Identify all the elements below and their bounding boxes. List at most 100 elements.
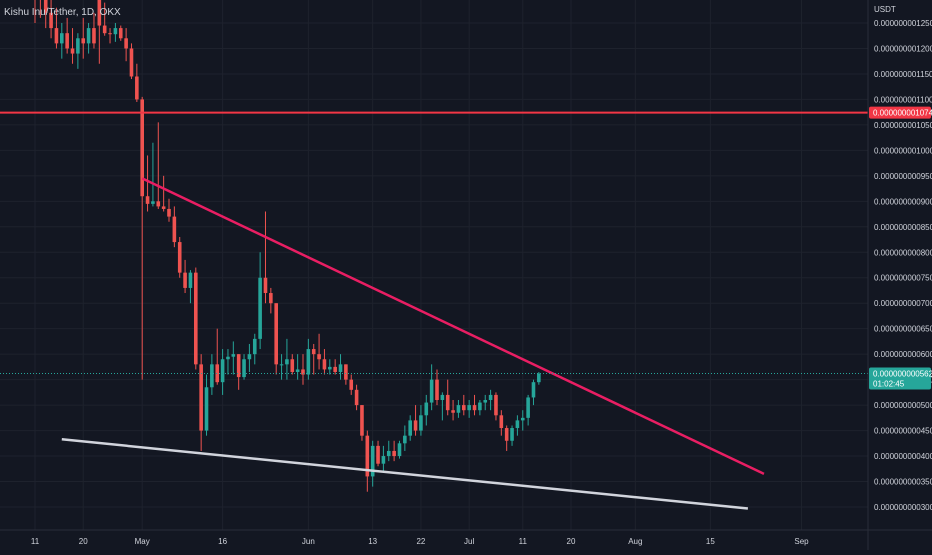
candle bbox=[333, 359, 337, 375]
candle bbox=[231, 341, 236, 375]
candle bbox=[494, 392, 498, 421]
candle-body bbox=[204, 387, 209, 431]
candle bbox=[247, 343, 252, 372]
x-tick-label: Aug bbox=[628, 537, 642, 546]
candle bbox=[306, 338, 311, 380]
candle bbox=[274, 303, 278, 375]
candle bbox=[129, 43, 134, 80]
candle-body bbox=[338, 364, 343, 372]
y-tick-label: 0.000000000600 bbox=[874, 350, 932, 359]
candle-body bbox=[97, 0, 102, 26]
lines-layer bbox=[0, 111, 868, 510]
candle bbox=[424, 394, 429, 426]
candle bbox=[124, 28, 128, 62]
candle-body bbox=[210, 364, 214, 388]
candle bbox=[204, 374, 209, 436]
candle-body bbox=[113, 28, 118, 35]
candle bbox=[102, 2, 107, 36]
candle-body bbox=[129, 48, 134, 77]
candle bbox=[499, 410, 504, 436]
candle bbox=[381, 445, 386, 472]
candle bbox=[118, 25, 123, 41]
candle bbox=[419, 405, 423, 436]
symbol-title[interactable]: Kishu Inu/Tether, 1D, OKX bbox=[4, 7, 121, 18]
y-tick-label: 0.000000001050 bbox=[874, 121, 932, 130]
candle bbox=[108, 28, 112, 44]
grid-layer bbox=[0, 0, 868, 530]
candle bbox=[285, 338, 289, 380]
candle bbox=[445, 379, 450, 416]
candle bbox=[65, 17, 69, 54]
candle-body bbox=[317, 354, 321, 360]
candle bbox=[413, 405, 418, 436]
x-tick-label: Sep bbox=[794, 537, 809, 546]
x-tick-label: 11 bbox=[31, 537, 40, 546]
candle-body bbox=[145, 196, 150, 204]
candle bbox=[435, 369, 439, 406]
candle-body bbox=[360, 405, 364, 436]
candle bbox=[269, 287, 273, 314]
candle bbox=[504, 425, 509, 451]
candle-body bbox=[370, 445, 375, 477]
candle bbox=[354, 384, 359, 411]
candle-body bbox=[349, 379, 354, 390]
candle-body bbox=[274, 303, 278, 365]
candle-body bbox=[333, 366, 337, 372]
candle-body bbox=[467, 405, 471, 411]
candle-body bbox=[49, 12, 53, 29]
candle bbox=[70, 28, 75, 64]
candle bbox=[429, 364, 434, 411]
y-tick-label: 0.000000000650 bbox=[874, 325, 932, 334]
candle bbox=[43, 0, 48, 29]
candle-body bbox=[328, 366, 332, 370]
candle bbox=[408, 415, 412, 441]
candle bbox=[483, 394, 488, 411]
y-tick-label: 0.000000000350 bbox=[874, 478, 932, 487]
candle bbox=[92, 12, 96, 49]
candle bbox=[81, 17, 86, 59]
candle-body bbox=[295, 369, 300, 372]
candle-body bbox=[70, 48, 75, 54]
candle-body bbox=[381, 456, 386, 464]
candle bbox=[349, 374, 354, 395]
candle bbox=[54, 7, 59, 49]
candle bbox=[145, 155, 150, 212]
candle bbox=[301, 354, 305, 385]
candle-body bbox=[108, 33, 112, 35]
resistance-price-label: 0.000000001074 bbox=[873, 109, 932, 118]
trendline-lower bbox=[61, 437, 749, 510]
y-tick-label: 0.000000000750 bbox=[874, 274, 932, 283]
y-tick-label: 0.000000000450 bbox=[874, 427, 932, 436]
candle bbox=[194, 267, 198, 370]
x-tick-label: 16 bbox=[218, 537, 227, 546]
candle-body bbox=[65, 33, 69, 49]
candle-body bbox=[118, 28, 123, 39]
candle bbox=[167, 198, 171, 222]
candle-body bbox=[472, 405, 477, 411]
y-tick-label: 0.000000000500 bbox=[874, 401, 932, 410]
candle-body bbox=[344, 364, 348, 380]
candle bbox=[376, 440, 380, 467]
candle-body bbox=[263, 277, 268, 294]
candle-body bbox=[386, 450, 391, 457]
candle-body bbox=[483, 400, 488, 403]
candle-body bbox=[311, 349, 316, 355]
candle bbox=[370, 440, 375, 487]
time-axis[interactable]: 11 20 May 16 Jun 13 22 Jul 11 20 Aug 15 Sep bbox=[0, 529, 932, 546]
candle bbox=[242, 354, 246, 380]
candle-body bbox=[161, 206, 166, 209]
y-tick-label: 0.000000000300 bbox=[874, 503, 932, 512]
candle bbox=[403, 425, 407, 451]
y-tick-label: 0.000000000900 bbox=[874, 197, 932, 206]
candle-body bbox=[188, 272, 193, 288]
candle bbox=[467, 400, 471, 418]
candle bbox=[135, 63, 139, 102]
candle-body bbox=[167, 208, 171, 217]
price-axis[interactable]: 0.000000001250 0.000000001200 0.0000000011… bbox=[867, 0, 932, 550]
y-tick-label: 0.000000001250 bbox=[874, 19, 932, 28]
candle-body bbox=[419, 415, 423, 431]
candle bbox=[338, 354, 343, 380]
